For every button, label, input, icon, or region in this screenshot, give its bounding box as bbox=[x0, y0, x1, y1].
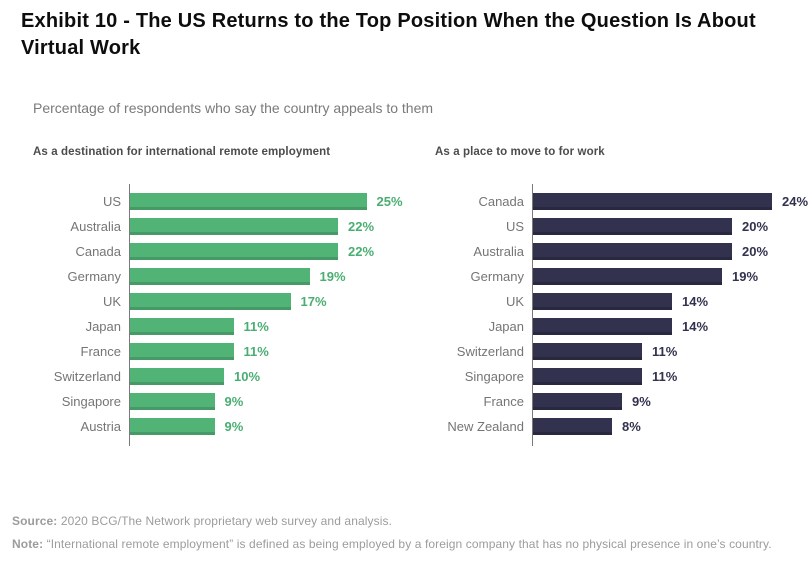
chart-row: Canada 24% bbox=[435, 189, 809, 214]
chart-row: US 25% bbox=[33, 189, 418, 214]
chart-row: US 20% bbox=[435, 214, 807, 239]
bar bbox=[532, 343, 642, 360]
exhibit-title: Exhibit 10 - The US Returns to the Top P… bbox=[21, 10, 756, 59]
bar bbox=[129, 418, 215, 435]
category-label: Switzerland bbox=[456, 344, 524, 359]
chart-row: Switzerland 11% bbox=[435, 339, 807, 364]
value-label: 19% bbox=[732, 269, 759, 284]
category-label: Germany bbox=[67, 269, 121, 284]
category-label: Singapore bbox=[61, 394, 121, 409]
chart-row: UK 17% bbox=[33, 289, 418, 314]
chart-row: Switzerland 10% bbox=[33, 364, 418, 389]
bar bbox=[129, 268, 310, 285]
category-label: Singapore bbox=[464, 369, 524, 384]
chart-row: Australia 22% bbox=[33, 214, 418, 239]
note-line: Note: “International remote employment” … bbox=[12, 537, 772, 551]
category-label: US bbox=[505, 219, 524, 234]
y-axis-line bbox=[129, 184, 130, 446]
value-label: 10% bbox=[234, 369, 261, 384]
bar bbox=[532, 393, 622, 410]
category-label: Austria bbox=[80, 419, 121, 434]
source-text: 2020 BCG/The Network proprietary web sur… bbox=[57, 514, 393, 528]
bar bbox=[129, 368, 224, 385]
chart-row: France 11% bbox=[33, 339, 418, 364]
category-label: US bbox=[102, 194, 121, 209]
bar bbox=[129, 343, 234, 360]
bar bbox=[532, 218, 732, 235]
category-label: Australia bbox=[473, 244, 524, 259]
value-label: 25% bbox=[376, 194, 403, 209]
value-label: 9% bbox=[224, 394, 244, 409]
chart-remote-employment: As a destination for international remot… bbox=[33, 146, 418, 446]
bar bbox=[129, 393, 215, 410]
category-label: Switzerland bbox=[53, 369, 121, 384]
chart-row: New Zealand 8% bbox=[435, 414, 807, 439]
bar bbox=[532, 293, 672, 310]
chart-row: Japan 11% bbox=[33, 314, 418, 339]
note-label: Note: bbox=[12, 537, 44, 551]
value-label: 24% bbox=[782, 194, 809, 209]
value-label: 9% bbox=[224, 419, 244, 434]
bar bbox=[129, 318, 234, 335]
chart-row: Germany 19% bbox=[33, 264, 418, 289]
chart-row: Germany 19% bbox=[435, 264, 807, 289]
bar bbox=[129, 243, 338, 260]
value-label: 9% bbox=[632, 394, 651, 409]
source-label: Source: bbox=[12, 514, 58, 528]
value-label: 11% bbox=[652, 344, 678, 359]
bar bbox=[129, 218, 338, 235]
value-label: 11% bbox=[243, 344, 269, 359]
bar bbox=[532, 268, 722, 285]
bar bbox=[532, 243, 732, 260]
chart-heading: As a place to move to for work bbox=[435, 146, 605, 158]
chart-heading: As a destination for international remot… bbox=[33, 146, 331, 158]
category-label: Japan bbox=[488, 319, 524, 334]
value-label: 17% bbox=[300, 294, 327, 309]
note-text: “International remote employment” is def… bbox=[43, 537, 772, 551]
category-label: UK bbox=[102, 294, 121, 309]
category-label: Japan bbox=[85, 319, 121, 334]
category-label: Canada bbox=[478, 194, 524, 209]
bar bbox=[129, 293, 291, 310]
chart-row: UK 14% bbox=[435, 289, 807, 314]
chart-row: Austria 9% bbox=[33, 414, 418, 439]
chart-move-for-work: As a place to move to for work Canada 24%… bbox=[435, 146, 809, 446]
chart-row: Singapore 9% bbox=[33, 389, 418, 414]
exhibit-subtitle: Percentage of respondents who say the co… bbox=[33, 100, 434, 116]
value-label: 22% bbox=[348, 219, 375, 234]
category-label: Australia bbox=[70, 219, 121, 234]
value-label: 22% bbox=[348, 244, 375, 259]
value-label: 20% bbox=[742, 244, 769, 259]
value-label: 14% bbox=[682, 294, 709, 309]
category-label: Germany bbox=[470, 269, 524, 284]
chart-row: Japan 14% bbox=[435, 314, 807, 339]
bar bbox=[129, 193, 367, 210]
chart-bars-area: Canada 24% US 20% Australia 20% Germany 19% UK 14… bbox=[435, 184, 809, 446]
chart-row: Canada 22% bbox=[33, 239, 418, 264]
value-label: 8% bbox=[622, 419, 641, 434]
value-label: 11% bbox=[652, 369, 678, 384]
source-line: Source: 2020 BCG/The Network proprietary… bbox=[12, 514, 392, 528]
y-axis-line bbox=[532, 184, 533, 446]
bar bbox=[532, 418, 612, 435]
category-label: France bbox=[483, 394, 524, 409]
value-label: 19% bbox=[319, 269, 346, 284]
value-label: 20% bbox=[742, 219, 769, 234]
value-label: 11% bbox=[243, 319, 269, 334]
bar bbox=[532, 318, 672, 335]
category-label: Canada bbox=[75, 244, 121, 259]
chart-bars-area: US 25% Australia 22% Canada 22% Germany 19% UK 17… bbox=[33, 184, 418, 446]
chart-row: France 9% bbox=[435, 389, 807, 414]
category-label: New Zealand bbox=[447, 419, 524, 434]
category-label: UK bbox=[505, 294, 524, 309]
chart-row: Australia 20% bbox=[435, 239, 807, 264]
bar bbox=[532, 193, 772, 210]
bar bbox=[532, 368, 642, 385]
chart-row: Singapore 11% bbox=[435, 364, 807, 389]
value-label: 14% bbox=[682, 319, 709, 334]
category-label: France bbox=[80, 344, 121, 359]
